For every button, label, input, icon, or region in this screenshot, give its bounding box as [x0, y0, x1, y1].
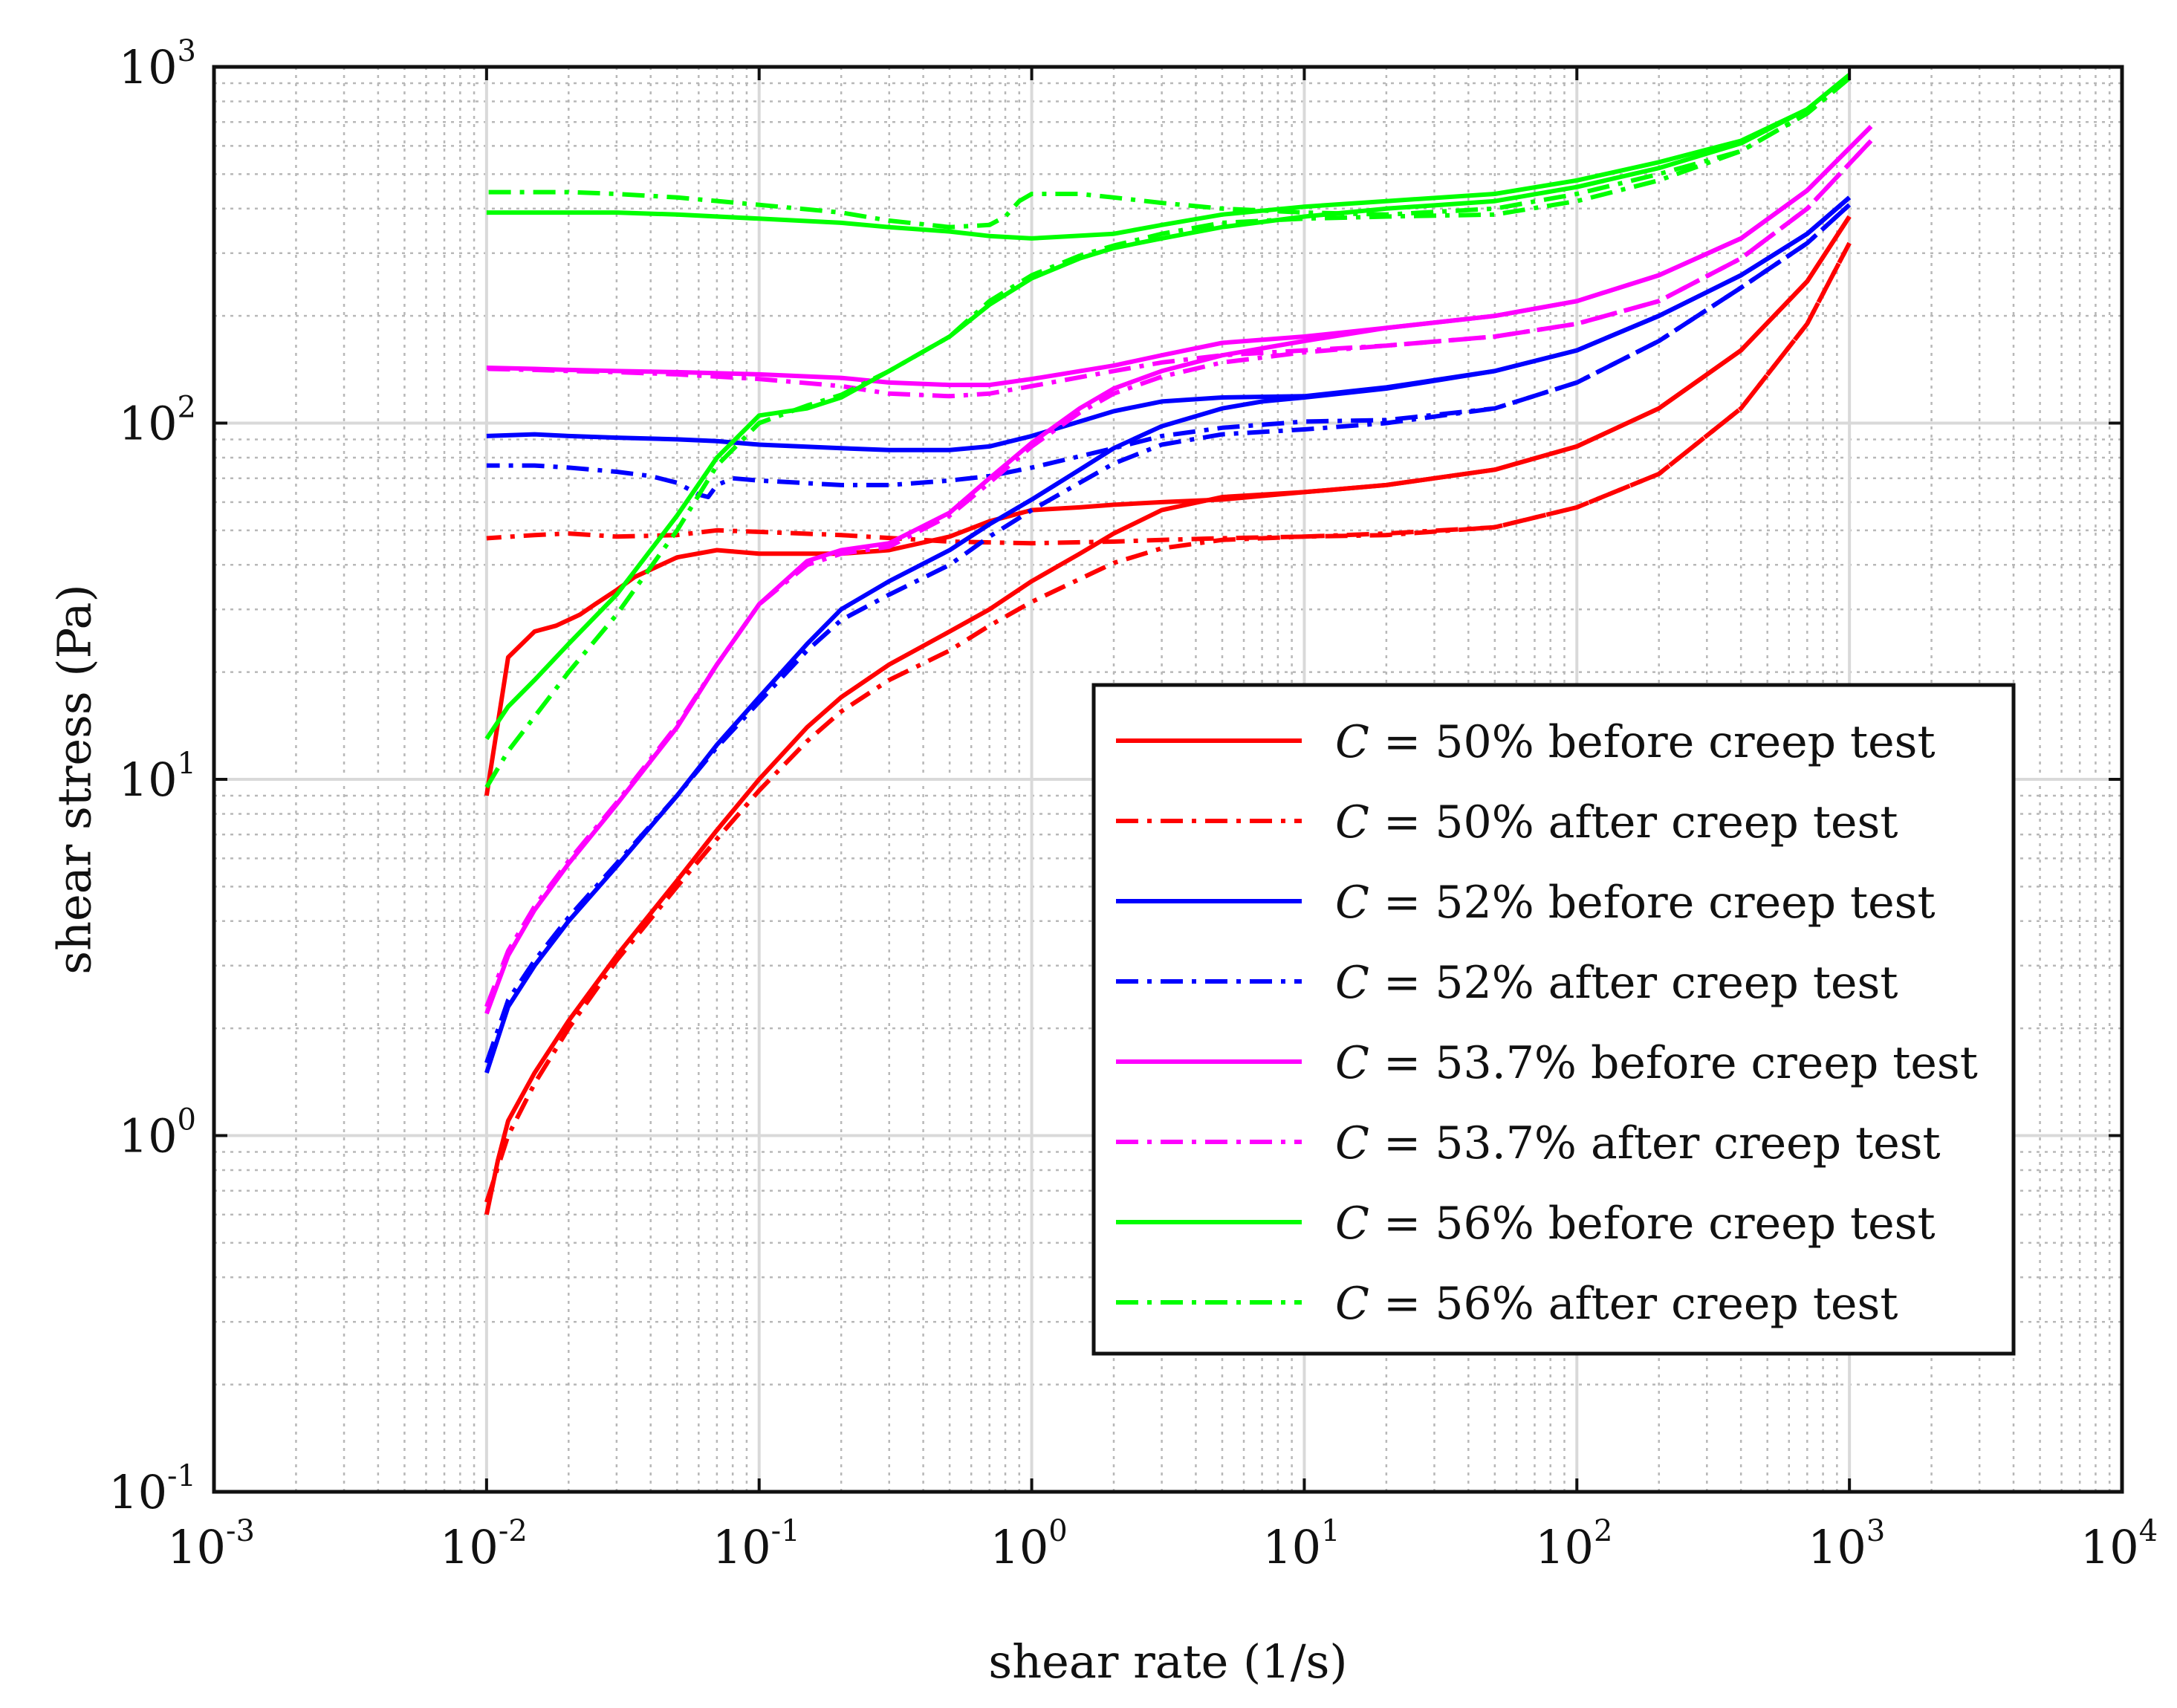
legend-label: C = 52% before creep test	[1335, 877, 1936, 929]
series-line	[486, 76, 1852, 230]
y-tick-label: 103	[119, 34, 196, 94]
x-axis-title: shear rate (1/s)	[988, 1634, 1347, 1689]
series-line	[486, 203, 1852, 499]
series-line	[484, 203, 1852, 1064]
legend-label: C = 53.7% after creep test	[1335, 1117, 1941, 1169]
x-tick-label: 104	[2080, 1514, 2158, 1574]
y-tick-label: 100	[119, 1103, 196, 1163]
x-axis-ticks: 10-3 10-2 10-1 100 101 102 103 104	[167, 67, 2158, 1574]
series-layer	[484, 73, 1873, 1215]
series-line	[484, 241, 1852, 1204]
series-line	[484, 73, 1851, 741]
legend-label: C = 56% after creep test	[1335, 1278, 1898, 1330]
legend: C = 50% before creep test C = 50% after c…	[1091, 683, 2016, 1356]
y-axis-title: shear stress (Pa)	[48, 584, 102, 974]
y-tick-label: 102	[119, 391, 196, 451]
series-line	[486, 241, 1852, 546]
y-axis-ticks: 10-1 100 101 102 103	[108, 34, 2122, 1519]
y-tick-label: 101	[119, 747, 196, 807]
legend-label: C = 50% before creep test	[1335, 716, 1936, 768]
series-line	[484, 76, 1852, 789]
x-tick-label: 10-3	[167, 1514, 255, 1574]
x-tick-label: 102	[1535, 1514, 1612, 1574]
series-line	[486, 195, 1852, 452]
legend-items: C = 50% before creep test C = 50% after c…	[1116, 716, 1978, 1330]
series-line	[484, 215, 1852, 796]
x-tick-label: 101	[1262, 1514, 1340, 1574]
legend-label: C = 52% after creep test	[1335, 957, 1898, 1009]
series-line	[486, 139, 1873, 399]
x-tick-label: 100	[990, 1514, 1067, 1574]
x-tick-label: 10-1	[713, 1514, 800, 1574]
legend-label: C = 56% before creep test	[1335, 1198, 1936, 1250]
x-tick-label: 10-2	[440, 1514, 528, 1574]
y-tick-label: 10-1	[108, 1459, 196, 1519]
series-line	[486, 73, 1851, 241]
legend-label: C = 53.7% before creep test	[1335, 1037, 1978, 1089]
series-line	[486, 125, 1873, 388]
x-tick-label: 103	[1808, 1514, 1885, 1574]
legend-label: C = 50% after creep test	[1335, 796, 1898, 848]
legend-box	[1091, 683, 2016, 1356]
